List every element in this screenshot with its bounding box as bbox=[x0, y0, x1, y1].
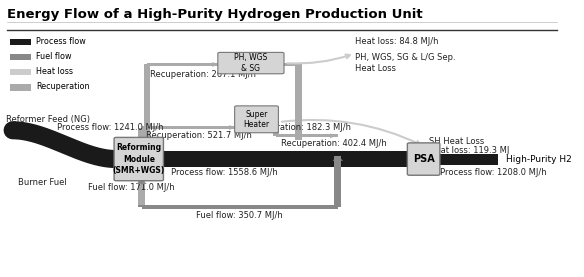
Text: Recuperation: 182.3 MJ/h: Recuperation: 182.3 MJ/h bbox=[245, 123, 352, 132]
Text: PH, WGS, SG & L/G Sep.
Heat Loss: PH, WGS, SG & L/G Sep. Heat Loss bbox=[354, 53, 456, 73]
Bar bbox=[141, 126, 237, 129]
Text: Heat loss: Heat loss bbox=[36, 67, 73, 76]
Bar bbox=[281, 63, 298, 66]
Bar bbox=[147, 63, 220, 66]
Bar bbox=[10, 54, 30, 60]
Text: Process flow: 1241.0 MJ/h: Process flow: 1241.0 MJ/h bbox=[57, 123, 164, 132]
FancyBboxPatch shape bbox=[114, 137, 164, 181]
Polygon shape bbox=[136, 179, 147, 184]
Text: Reformer Feed (NG): Reformer Feed (NG) bbox=[6, 115, 90, 124]
Text: Process flow: Process flow bbox=[36, 37, 86, 46]
Text: Energy Flow of a High-Purity Hydrogen Production Unit: Energy Flow of a High-Purity Hydrogen Pr… bbox=[7, 8, 423, 21]
Bar bbox=[10, 84, 30, 91]
Bar bbox=[273, 119, 279, 136]
FancyBboxPatch shape bbox=[218, 52, 284, 74]
Bar bbox=[296, 65, 302, 140]
Text: PH, WGS
& SG: PH, WGS & SG bbox=[234, 53, 267, 73]
Text: Fuel flow: 350.7 MJ/h: Fuel flow: 350.7 MJ/h bbox=[196, 211, 283, 220]
FancyBboxPatch shape bbox=[235, 106, 279, 133]
Text: Burner Fuel: Burner Fuel bbox=[18, 178, 67, 187]
Bar bbox=[437, 153, 498, 165]
Text: Recuperation: 521.7 MJ/h: Recuperation: 521.7 MJ/h bbox=[146, 131, 252, 140]
Bar bbox=[276, 134, 338, 137]
Polygon shape bbox=[398, 156, 409, 162]
Bar bbox=[138, 127, 145, 205]
Bar bbox=[10, 39, 30, 45]
Text: Reforming
Module
(SMR+WGS): Reforming Module (SMR+WGS) bbox=[113, 143, 165, 175]
Polygon shape bbox=[332, 156, 343, 161]
Bar bbox=[10, 70, 30, 75]
Text: Heat loss: 119.3 MJ: Heat loss: 119.3 MJ bbox=[429, 146, 509, 155]
Text: Recuperation: 267.1 MJ/h: Recuperation: 267.1 MJ/h bbox=[150, 70, 256, 79]
FancyBboxPatch shape bbox=[408, 143, 440, 175]
Bar bbox=[144, 65, 150, 140]
Text: Process flow: 1208.0 MJ/h: Process flow: 1208.0 MJ/h bbox=[440, 168, 547, 177]
Text: High-Purity H2: High-Purity H2 bbox=[506, 155, 572, 163]
Text: Heat loss: 84.8 MJ/h: Heat loss: 84.8 MJ/h bbox=[354, 37, 438, 46]
Bar bbox=[141, 205, 338, 209]
Text: Process flow: 1558.6 MJ/h: Process flow: 1558.6 MJ/h bbox=[171, 168, 278, 177]
Bar bbox=[138, 179, 145, 207]
Polygon shape bbox=[330, 134, 338, 138]
Text: Fuel flow: 171.0 MJ/h: Fuel flow: 171.0 MJ/h bbox=[88, 183, 175, 192]
Text: Fuel flow: Fuel flow bbox=[36, 52, 72, 61]
Polygon shape bbox=[294, 136, 303, 140]
Polygon shape bbox=[489, 157, 498, 162]
Polygon shape bbox=[229, 125, 237, 130]
Text: Recuperation: Recuperation bbox=[36, 83, 90, 91]
Bar bbox=[161, 151, 409, 167]
Bar bbox=[334, 156, 342, 207]
Polygon shape bbox=[212, 62, 220, 67]
Text: Super
Heater: Super Heater bbox=[244, 110, 270, 129]
Text: PSA: PSA bbox=[413, 154, 434, 164]
Text: Recuperation: 402.4 MJ/h: Recuperation: 402.4 MJ/h bbox=[281, 140, 387, 148]
Text: SH Heat Loss: SH Heat Loss bbox=[429, 137, 484, 146]
